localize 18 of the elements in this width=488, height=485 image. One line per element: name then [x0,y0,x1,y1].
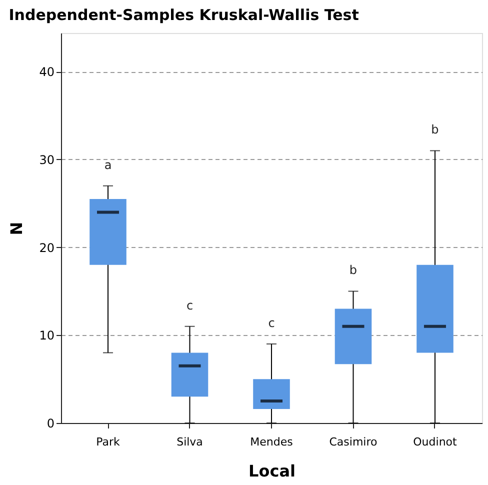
x-tick-label: Park [96,436,121,448]
y-tick-label: 40 [39,65,54,80]
x-tick-label: Silva [176,436,203,448]
x-axis-title: Local [248,462,296,480]
x-tick-label: Oudinot [413,436,458,448]
annotation: c [186,298,194,312]
x-tick-label: Casimiro [329,436,378,448]
y-tick-label: 10 [39,328,54,343]
y-tick-label: 20 [39,240,54,255]
x-tick-label: Mendes [250,436,294,448]
annotation: b [349,263,358,278]
annotation: c [268,316,275,330]
y-axis-title: N [7,222,26,236]
chart-title: Independent-Samples Kruskal-Wallis Test [8,6,359,24]
y-tick-label: 0 [46,416,54,430]
y-tick-label: 30 [39,152,54,167]
annotation: a [104,158,112,172]
annotation: b [431,122,439,137]
